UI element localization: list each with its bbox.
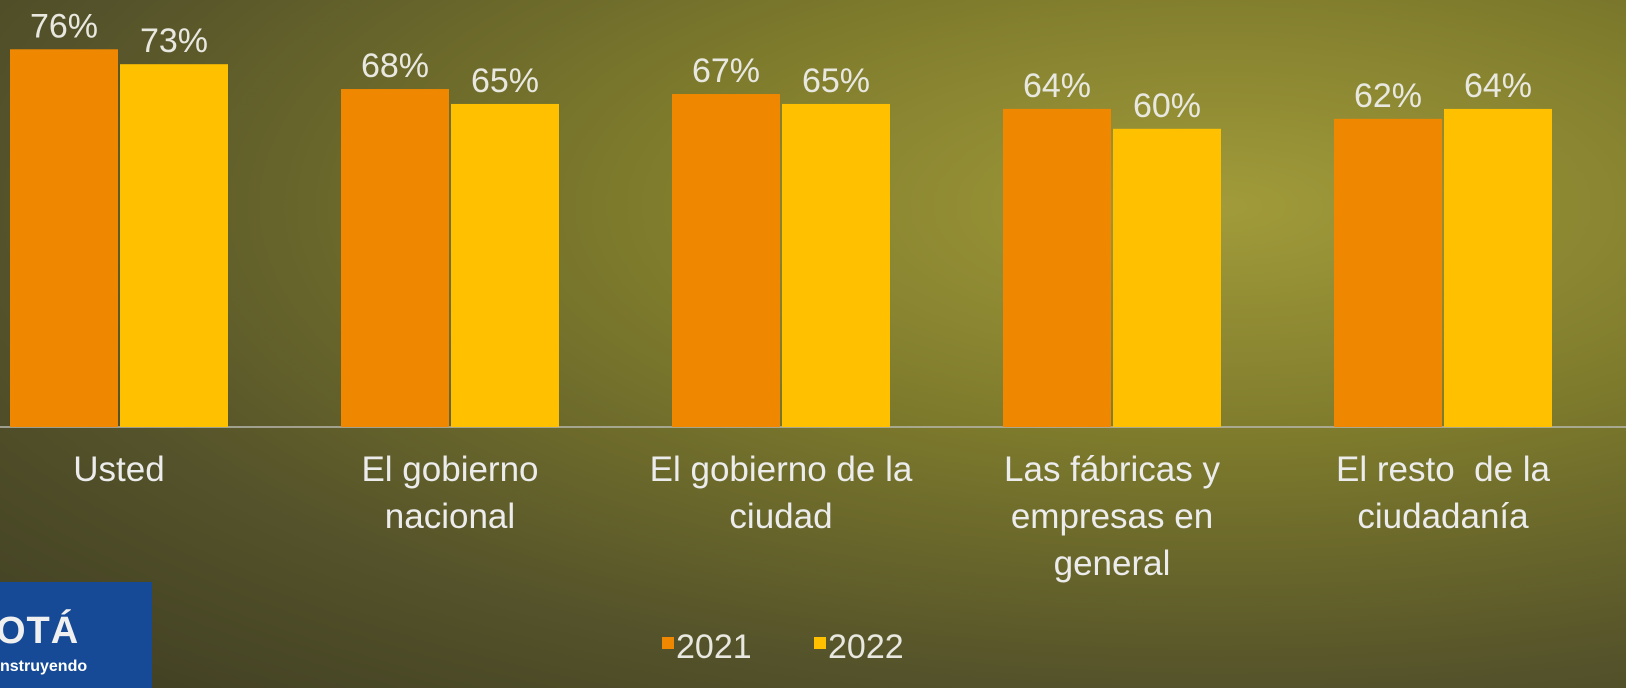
category-label: El gobierno de la ciudad bbox=[649, 450, 923, 536]
bar bbox=[451, 103, 559, 427]
bar bbox=[341, 89, 449, 427]
value-label: 64% bbox=[1023, 67, 1091, 105]
legend-swatch bbox=[662, 637, 674, 649]
bar bbox=[1003, 108, 1111, 428]
bar bbox=[120, 64, 228, 427]
bar bbox=[672, 94, 780, 427]
bar bbox=[1334, 118, 1442, 428]
legend-label: 2021 bbox=[676, 628, 752, 666]
category-label: Usted bbox=[73, 450, 165, 489]
value-label: 60% bbox=[1133, 87, 1201, 125]
bar bbox=[10, 49, 118, 427]
value-label: 68% bbox=[361, 47, 429, 85]
bar bbox=[782, 103, 890, 427]
logo-subtitle: nstruyendo bbox=[0, 658, 88, 675]
legend-label: 2022 bbox=[828, 628, 904, 666]
logo: OTÁ nstruyendo bbox=[0, 582, 152, 688]
logo-title: OTÁ bbox=[0, 610, 80, 652]
bar bbox=[1444, 108, 1552, 428]
category-label: El gobierno nacional bbox=[361, 450, 549, 536]
value-label: 67% bbox=[692, 52, 760, 90]
category-label: Las fábricas y empresas en general bbox=[1004, 450, 1230, 583]
value-label: 76% bbox=[30, 7, 98, 45]
value-label: 64% bbox=[1464, 67, 1532, 105]
value-label: 65% bbox=[802, 62, 870, 100]
bar bbox=[1113, 128, 1221, 428]
legend-swatch bbox=[814, 637, 826, 649]
value-label: 73% bbox=[140, 22, 208, 60]
category-label: El resto de la ciudadanía bbox=[1336, 450, 1560, 536]
value-label: 62% bbox=[1354, 77, 1422, 115]
value-label: 65% bbox=[471, 62, 539, 100]
